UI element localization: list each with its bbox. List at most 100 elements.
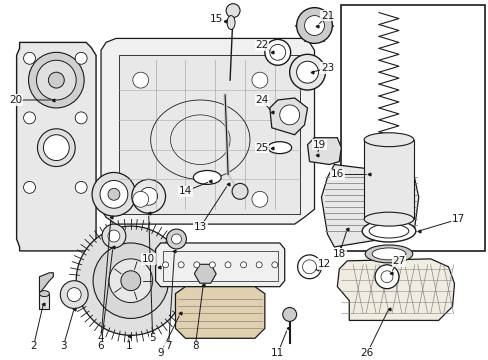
Circle shape (108, 230, 120, 242)
Polygon shape (40, 273, 53, 294)
Polygon shape (101, 39, 314, 224)
Text: 16: 16 (330, 170, 343, 180)
Ellipse shape (267, 142, 291, 154)
Circle shape (140, 187, 157, 205)
Circle shape (279, 105, 299, 125)
Ellipse shape (364, 133, 413, 147)
Text: 2: 2 (30, 341, 37, 351)
Circle shape (121, 271, 141, 291)
Text: 22: 22 (255, 40, 268, 50)
Circle shape (289, 54, 325, 90)
Circle shape (256, 262, 262, 268)
Text: 17: 17 (451, 214, 464, 224)
Circle shape (93, 243, 168, 319)
Circle shape (251, 192, 267, 207)
Text: 7: 7 (165, 341, 171, 351)
Circle shape (23, 112, 36, 124)
Text: 12: 12 (317, 259, 330, 269)
Text: 6: 6 (98, 341, 104, 351)
Circle shape (28, 52, 84, 108)
Circle shape (166, 229, 186, 249)
Ellipse shape (364, 212, 413, 226)
Polygon shape (194, 264, 216, 283)
Circle shape (23, 181, 36, 193)
Circle shape (76, 226, 185, 335)
Polygon shape (17, 42, 96, 251)
Circle shape (133, 192, 148, 207)
Text: 3: 3 (60, 341, 66, 351)
Circle shape (75, 52, 87, 64)
Ellipse shape (362, 220, 415, 242)
Text: 1: 1 (125, 341, 132, 351)
Polygon shape (119, 55, 299, 214)
Text: 10: 10 (142, 254, 155, 264)
Polygon shape (321, 165, 418, 247)
Circle shape (296, 61, 318, 83)
Text: 11: 11 (270, 348, 284, 358)
Ellipse shape (368, 224, 408, 238)
Text: 25: 25 (255, 143, 268, 153)
Polygon shape (364, 140, 413, 219)
Ellipse shape (193, 171, 221, 184)
Circle shape (193, 262, 199, 268)
Text: 27: 27 (391, 256, 405, 266)
Circle shape (48, 72, 64, 88)
Polygon shape (307, 138, 341, 165)
Text: 26: 26 (360, 348, 373, 358)
Circle shape (75, 181, 87, 193)
Text: 24: 24 (255, 95, 268, 105)
Circle shape (302, 260, 316, 274)
Text: 9: 9 (157, 348, 163, 358)
Circle shape (304, 15, 324, 35)
Circle shape (92, 172, 136, 216)
Text: 5: 5 (149, 333, 156, 343)
Circle shape (109, 259, 152, 302)
Circle shape (240, 262, 246, 268)
Text: 13: 13 (193, 222, 206, 232)
Circle shape (37, 60, 76, 100)
Text: 15: 15 (209, 14, 223, 23)
Circle shape (232, 183, 247, 199)
Polygon shape (155, 243, 284, 287)
Circle shape (282, 307, 296, 321)
Circle shape (178, 262, 184, 268)
Ellipse shape (226, 15, 235, 30)
Text: 19: 19 (312, 140, 325, 150)
Circle shape (75, 112, 87, 124)
Circle shape (264, 39, 290, 65)
Text: 14: 14 (179, 186, 192, 196)
Circle shape (271, 262, 277, 268)
Text: 18: 18 (332, 249, 345, 259)
Circle shape (60, 281, 88, 309)
Circle shape (67, 288, 81, 302)
FancyBboxPatch shape (341, 5, 484, 251)
Circle shape (100, 180, 127, 208)
Circle shape (380, 271, 392, 283)
Circle shape (171, 234, 181, 244)
Text: 23: 23 (320, 63, 333, 73)
Polygon shape (269, 98, 307, 135)
Circle shape (23, 52, 36, 64)
Circle shape (269, 44, 285, 60)
Ellipse shape (38, 129, 75, 167)
Text: 8: 8 (192, 341, 198, 351)
Ellipse shape (371, 248, 405, 260)
Circle shape (102, 224, 125, 248)
Circle shape (297, 255, 321, 279)
Text: 20: 20 (9, 95, 22, 105)
Circle shape (133, 72, 148, 88)
Circle shape (225, 4, 240, 18)
Polygon shape (175, 287, 264, 338)
Circle shape (108, 188, 120, 200)
Polygon shape (337, 259, 453, 320)
Circle shape (251, 72, 267, 88)
Circle shape (296, 8, 332, 44)
Polygon shape (40, 294, 49, 309)
Circle shape (162, 262, 168, 268)
Ellipse shape (43, 135, 69, 161)
Text: 21: 21 (320, 10, 333, 21)
Circle shape (132, 179, 165, 213)
Text: 4: 4 (98, 333, 104, 343)
Ellipse shape (365, 245, 412, 263)
Circle shape (374, 265, 398, 289)
